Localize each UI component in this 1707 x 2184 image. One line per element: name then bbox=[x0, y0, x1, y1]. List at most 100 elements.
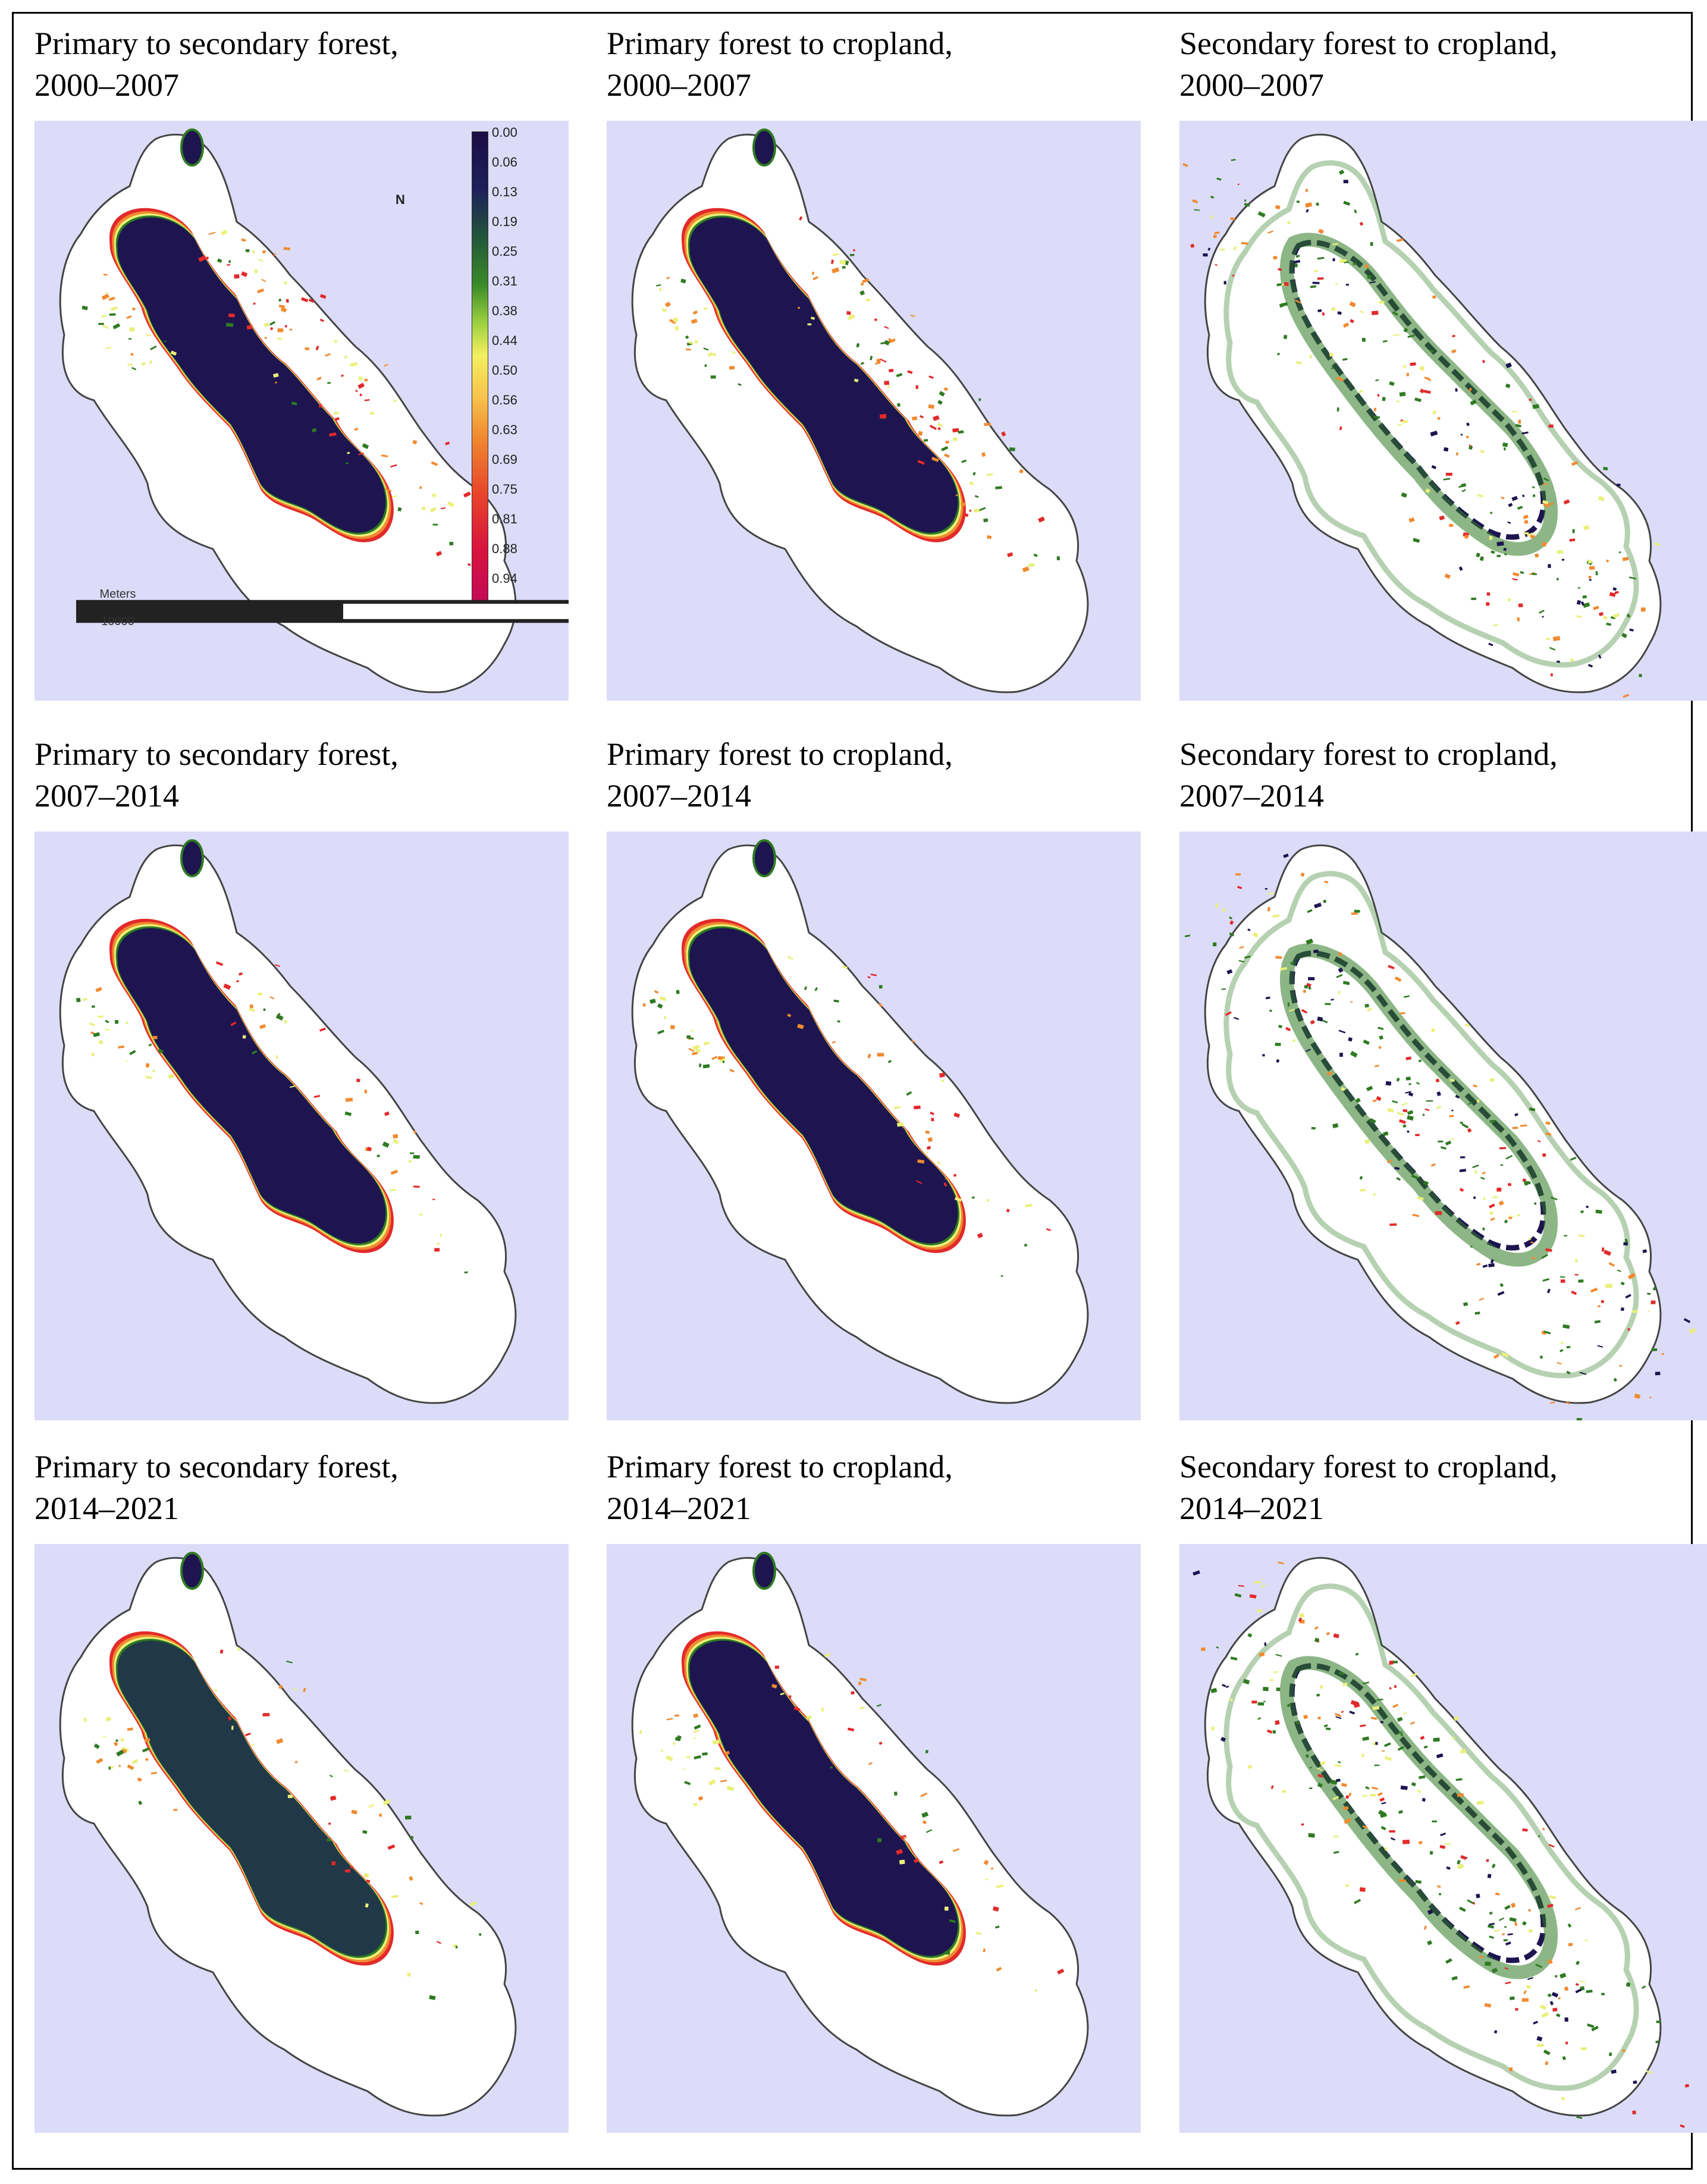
map-speckle bbox=[449, 542, 454, 545]
map-speckle bbox=[1376, 1699, 1383, 1701]
map-speckle bbox=[1343, 180, 1348, 184]
map-speckle bbox=[1556, 2013, 1561, 2017]
map-speckle bbox=[1476, 1263, 1481, 1266]
map-speckle bbox=[431, 492, 437, 498]
map-speckle bbox=[876, 359, 881, 363]
map-speckle bbox=[1604, 1250, 1611, 1256]
map-speckle bbox=[1521, 431, 1529, 435]
map-speckle bbox=[1273, 256, 1278, 260]
map-speckle bbox=[1545, 1248, 1552, 1253]
map-speckle bbox=[103, 274, 108, 276]
map-speckle bbox=[1282, 1790, 1286, 1793]
map-speckle bbox=[1345, 1884, 1350, 1887]
map-speckle bbox=[1512, 578, 1518, 581]
map-speckle bbox=[693, 1803, 698, 1806]
map-speckle bbox=[437, 1242, 440, 1245]
map-speckle bbox=[308, 299, 315, 303]
map-speckle bbox=[1215, 263, 1218, 266]
map-speckle bbox=[666, 1718, 673, 1721]
map-speckle bbox=[445, 441, 450, 445]
panel-title: Primary forest to cropland, bbox=[607, 26, 953, 61]
map-speckle bbox=[251, 1743, 255, 1746]
map-speckle bbox=[1533, 494, 1536, 497]
map-speckle bbox=[366, 1147, 372, 1151]
map-speckle bbox=[409, 1876, 413, 1881]
northern-forest-patch bbox=[180, 1552, 204, 1590]
panel-caption: Primary forest to cropland, 2007–2014 bbox=[607, 733, 1141, 817]
map-speckle bbox=[1509, 2067, 1513, 2072]
map-speckle bbox=[1455, 1094, 1460, 1099]
map-speckle bbox=[1317, 1717, 1321, 1719]
map-speckle bbox=[1276, 352, 1281, 356]
map-speckle bbox=[1290, 962, 1294, 965]
map-speckle bbox=[1364, 263, 1369, 269]
map-speckle bbox=[1543, 1331, 1551, 1335]
map-speckle bbox=[985, 1878, 989, 1881]
map-speckle bbox=[1354, 209, 1357, 214]
map-speckle bbox=[1484, 2003, 1492, 2008]
primary-forest-core bbox=[117, 928, 386, 1244]
map-speckle bbox=[208, 231, 216, 236]
map-speckle bbox=[285, 299, 289, 303]
map-speckle bbox=[1489, 1211, 1493, 1215]
map-speckle bbox=[1583, 525, 1590, 531]
map-speckle bbox=[357, 382, 365, 390]
map-speckle bbox=[1418, 1059, 1422, 1063]
map-speckle bbox=[1502, 1932, 1505, 1936]
map-speckle bbox=[303, 1687, 306, 1692]
map-speckle bbox=[287, 1794, 293, 1799]
map-speckle bbox=[1474, 1170, 1477, 1174]
map-speckle bbox=[1501, 1352, 1509, 1358]
map-speckle bbox=[1576, 2116, 1583, 2119]
map-speckle bbox=[1517, 1214, 1520, 1217]
map-speckle bbox=[853, 249, 855, 252]
map-speckle bbox=[1543, 503, 1550, 508]
map-speckle bbox=[431, 461, 438, 466]
map-speckle bbox=[983, 1948, 986, 1953]
legend-tick-label: 0.25 bbox=[492, 244, 517, 259]
map-speckle bbox=[269, 321, 275, 326]
map-speckle bbox=[1376, 1096, 1382, 1102]
map-speckle bbox=[258, 259, 263, 262]
map-canvas bbox=[59, 1552, 517, 2117]
map-speckle bbox=[996, 1884, 1004, 1888]
map-speckle bbox=[1377, 394, 1380, 397]
map-speckle bbox=[1317, 1016, 1323, 1022]
map-speckle bbox=[228, 259, 231, 263]
map-speckle bbox=[1489, 1935, 1495, 1939]
map-speckle bbox=[276, 1738, 284, 1744]
map-speckle bbox=[1614, 591, 1619, 594]
map-speckle bbox=[1508, 1216, 1513, 1220]
map-speckle bbox=[245, 249, 250, 252]
map-speckle bbox=[263, 322, 269, 327]
map-speckle bbox=[812, 276, 818, 281]
map-speckle bbox=[1491, 1863, 1496, 1869]
map-speckle bbox=[663, 1015, 667, 1020]
map-speckle bbox=[889, 369, 894, 373]
map-speckle bbox=[1341, 1087, 1345, 1091]
map-speckle bbox=[916, 1180, 922, 1184]
map-speckle bbox=[334, 339, 338, 344]
map-speckle bbox=[429, 507, 437, 513]
map-speckle bbox=[1567, 1923, 1572, 1928]
map-speckle bbox=[1493, 2030, 1498, 2034]
map-speckle bbox=[376, 1154, 381, 1158]
map-speckle bbox=[1562, 2056, 1567, 2060]
map-speckle bbox=[984, 423, 991, 426]
map-speckle bbox=[1034, 1989, 1038, 1992]
map-speckle bbox=[1257, 211, 1266, 218]
map-speckle bbox=[1295, 1721, 1300, 1725]
map-speckle bbox=[382, 1141, 390, 1148]
map-speckle bbox=[1451, 1138, 1454, 1140]
map-speckle bbox=[1410, 1672, 1418, 1678]
map-speckle bbox=[1495, 1892, 1500, 1896]
legend-tick-label: 0.38 bbox=[492, 303, 517, 318]
map-speckle bbox=[878, 1003, 883, 1008]
map-speckle bbox=[362, 443, 369, 450]
map-speckle bbox=[1534, 553, 1539, 558]
map-speckle bbox=[1510, 1903, 1516, 1908]
map-speckle bbox=[1547, 1993, 1552, 1998]
map-panel-primary-secondary-2: Primary to secondary forest, 2007–2014 bbox=[34, 733, 569, 1420]
map-speckle bbox=[1595, 571, 1598, 576]
map-speckle bbox=[1589, 579, 1592, 581]
